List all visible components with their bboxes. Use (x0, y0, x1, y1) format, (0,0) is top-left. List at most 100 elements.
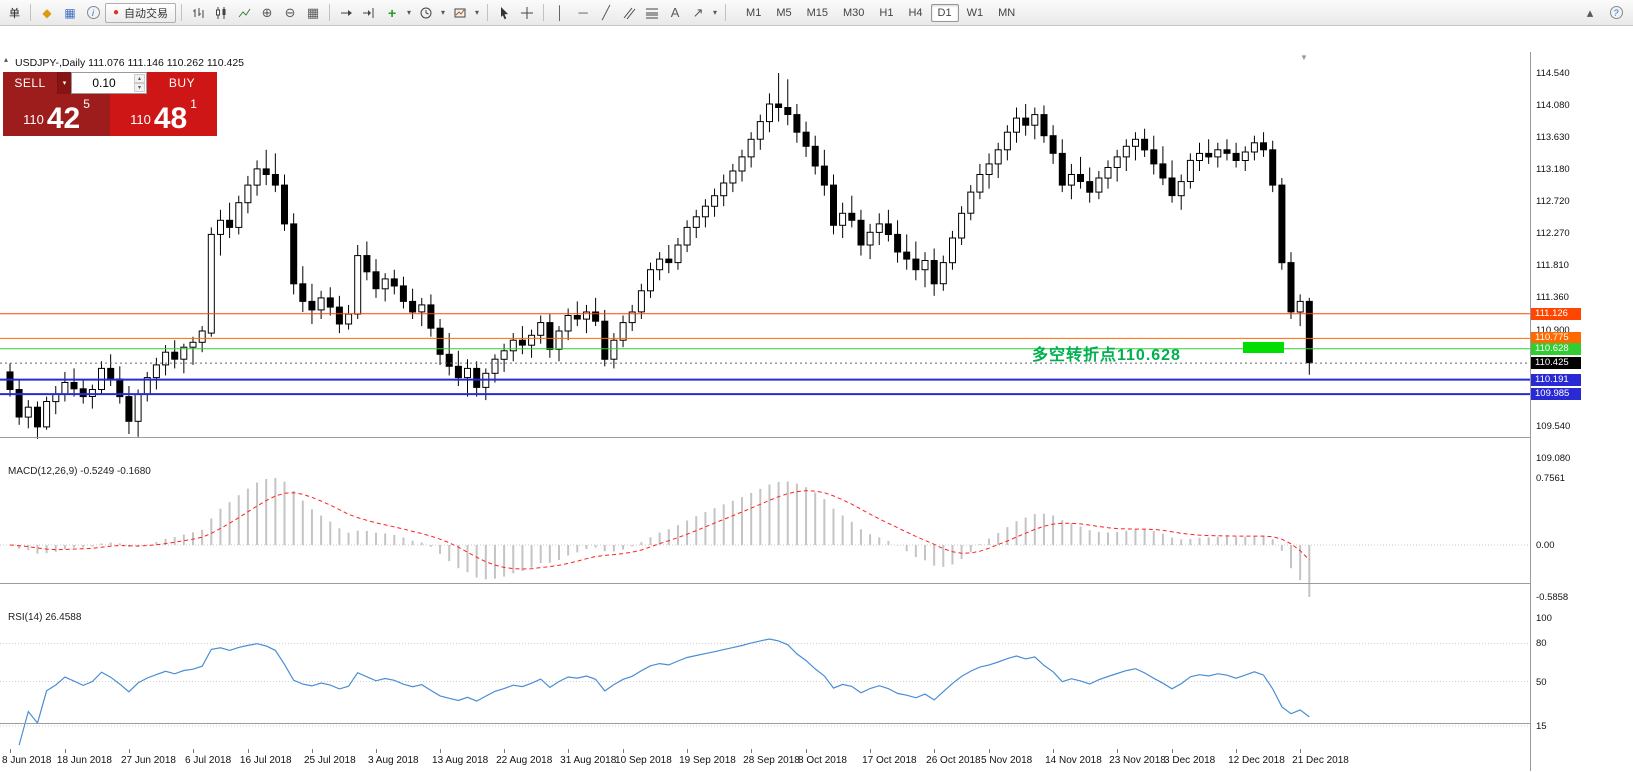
market-watch-icon[interactable]: ▦ (64, 5, 76, 20)
date-axis-label: 17 Oct 2018 (862, 755, 917, 766)
price-level-badge: 111.126 (1531, 307, 1581, 320)
crosshair-icon[interactable] (516, 3, 538, 23)
horizontal-line-tool-icon[interactable]: ─ (578, 5, 588, 20)
price-axis[interactable]: 114.540 114.080 113.630 113.180 112.720 112.2… (1530, 52, 1633, 771)
price-axis-tick: 112.270 (1536, 228, 1570, 240)
templates-icon[interactable] (449, 3, 471, 23)
toolbar-overflow-icon[interactable]: ▴ (1586, 4, 1594, 20)
tab-timeframe-M15[interactable]: M15 (806, 6, 829, 19)
candlestick-type-icon[interactable] (210, 3, 232, 23)
price-level-badge: 110.628 (1531, 342, 1581, 355)
date-axis-label: 21 Dec 2018 (1292, 755, 1349, 766)
timeframe-group: M1 M5 M15 M30 H1 H4 D1 W1 MN (739, 3, 1022, 22)
buy-price-button[interactable]: 110 48 1 (110, 94, 217, 136)
trendline-tool-icon[interactable]: ╱ (602, 4, 610, 20)
date-axis-label: 26 Oct 2018 (926, 755, 981, 766)
price-chart[interactable] (0, 52, 1530, 463)
sell-button[interactable]: SELL (3, 72, 57, 94)
price-axis-tick: 110.900 (1536, 324, 1570, 336)
sell-options-dropdown-icon[interactable]: ▾ (57, 72, 71, 94)
date-axis-label: 8 Jun 2018 (2, 755, 52, 766)
macd-pane[interactable] (0, 464, 1530, 609)
rsi-axis-label: 50 (1536, 676, 1547, 688)
price-axis-tick: 113.630 (1536, 132, 1570, 144)
date-axis-tick (1172, 749, 1174, 753)
tab-timeframe-W1[interactable]: W1 (966, 6, 984, 19)
pane-separator[interactable] (0, 437, 1633, 438)
rsi-pane[interactable] (0, 610, 1530, 749)
templates-dropdown-icon[interactable]: ▾ (475, 8, 480, 17)
rsi-axis-label: 80 (1536, 638, 1547, 650)
price-axis-tick: 109.080 (1536, 452, 1571, 464)
arrow-objects-icon[interactable]: ↗ (692, 4, 704, 20)
chart-shift-marker-icon: ▼ (1300, 53, 1308, 62)
fibonacci-tool-icon[interactable] (641, 3, 663, 23)
toolbar-separator (487, 4, 489, 21)
tab-timeframe-H1[interactable]: H1 (879, 6, 894, 19)
shapes-dropdown-icon[interactable]: ▾ (713, 8, 718, 17)
line-chart-glyph (238, 8, 251, 17)
sell-price-sup: 5 (83, 97, 90, 111)
channel-tool-icon[interactable] (618, 3, 640, 23)
fibonacci-glyph (646, 8, 659, 18)
macd-axis-label: -0.5858 (1536, 592, 1569, 603)
volume-down-icon[interactable]: ▾ (134, 83, 145, 92)
macd-signal-line (9, 490, 1310, 570)
buy-button[interactable]: BUY (147, 72, 217, 94)
tab-timeframe-MN[interactable]: MN (998, 6, 1016, 19)
date-axis-tick (247, 749, 249, 753)
vertical-line-tool-icon[interactable]: │ (555, 5, 565, 20)
date-axis-tick (1117, 749, 1119, 753)
cursor-icon[interactable] (493, 3, 515, 23)
price-level-badge: 109.985 (1531, 388, 1581, 401)
info-icon[interactable]: i (82, 3, 104, 23)
bar-chart-type-icon[interactable] (187, 3, 209, 23)
main-toolbar: 单 ◆ ▦ i ● 自动交易 ⊕ ⊖ ▦ + ▾ (0, 0, 1633, 26)
indicators-dropdown-icon[interactable]: ▾ (407, 8, 412, 17)
tab-timeframe-D1[interactable]: D1 (930, 3, 959, 22)
crosshair-glyph (521, 6, 534, 19)
date-axis-label: 13 Aug 2018 (432, 755, 489, 766)
volume-input[interactable] (72, 73, 146, 93)
date-axis-label: 5 Nov 2018 (981, 755, 1033, 766)
auto-trading-button[interactable]: ● 自动交易 (105, 2, 177, 23)
date-axis-tick (64, 749, 66, 753)
date-axis-label: 25 Jul 2018 (303, 755, 356, 766)
volume-up-icon[interactable]: ▴ (134, 74, 145, 83)
date-axis-label: 27 Jun 2018 (120, 755, 176, 766)
tab-timeframe-M1[interactable]: M1 (746, 6, 762, 19)
periods-dropdown-icon[interactable]: ▾ (441, 8, 446, 17)
new-order-icon[interactable]: ◆ (42, 5, 52, 20)
toolbar-separator (543, 4, 545, 21)
auto-scroll-icon[interactable] (335, 3, 357, 23)
text-tool-icon[interactable]: A (670, 5, 680, 20)
tab-timeframe-M5[interactable]: M5 (776, 6, 792, 19)
tile-windows-icon[interactable]: ▦ (306, 4, 320, 20)
pane-separator[interactable] (0, 723, 1633, 724)
price-axis-tick: 114.080 (1536, 100, 1570, 112)
collapse-panel-icon[interactable]: ▴ (4, 55, 9, 64)
rsi-label: RSI(14) 26.4588 (8, 612, 82, 623)
date-axis[interactable]: 8 Jun 2018 18 Jun 2018 27 Jun 2018 6 Jul 20… (0, 749, 1530, 771)
macd-axis-label: 0.7561 (1536, 473, 1566, 484)
date-axis-label: 23 Nov 2018 (1109, 755, 1166, 766)
zoom-out-icon[interactable]: ⊖ (284, 4, 296, 20)
periods-icon[interactable] (415, 3, 437, 23)
tab-timeframe-M30[interactable]: M30 (843, 6, 865, 19)
macd-histogram (18, 478, 1311, 597)
chart-shift-icon[interactable] (358, 3, 380, 23)
macd-axis-label: 0.00 (1536, 540, 1555, 551)
volume-stepper: ▴ ▾ (134, 74, 145, 92)
help-icon[interactable]: ? (1605, 3, 1627, 23)
tab-timeframe-H4[interactable]: H4 (908, 6, 923, 19)
toolbar-separator (329, 4, 331, 21)
indicators-icon[interactable]: + (387, 4, 397, 21)
toolbar-separator (725, 4, 727, 21)
pane-separator[interactable] (0, 583, 1633, 584)
zoom-in-icon[interactable]: ⊕ (261, 4, 273, 20)
line-chart-type-icon[interactable] (233, 3, 255, 23)
toolbar-separator (181, 4, 183, 21)
template-glyph (454, 8, 466, 17)
sell-price-button[interactable]: 110 42 5 (3, 94, 110, 136)
menu-label[interactable]: 单 (9, 7, 20, 20)
